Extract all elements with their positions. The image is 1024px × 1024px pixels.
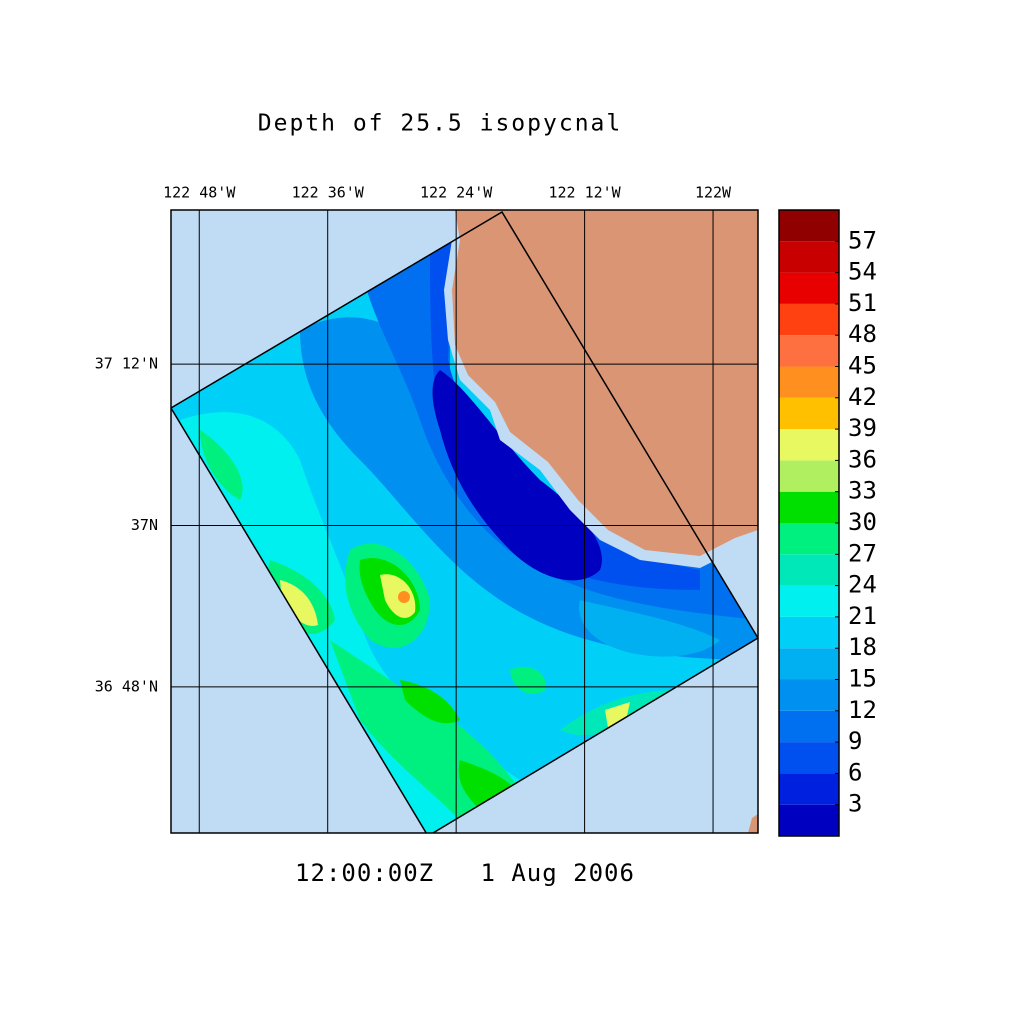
x-tick-label: 122W — [695, 184, 732, 202]
colorbar-band — [779, 585, 839, 617]
colorbar-label: 24 — [848, 571, 877, 599]
colorbar-band — [779, 210, 839, 242]
colorbar-label: 36 — [848, 445, 877, 473]
colorbar-band — [779, 491, 839, 523]
y-tick-label: 37 12'N — [95, 355, 158, 373]
x-tick-label: 122 48'W — [163, 184, 236, 202]
colorbar-label: 15 — [848, 665, 877, 693]
colorbar-label: 48 — [848, 320, 877, 348]
colorbar-label: 3 — [848, 790, 862, 818]
colorbar-label: 9 — [848, 727, 862, 755]
colorbar-label: 6 — [848, 758, 862, 786]
map-frame — [170, 209, 759, 834]
colorbar-band — [779, 742, 839, 774]
colorbar-band — [779, 366, 839, 398]
colorbar-label: 18 — [848, 633, 877, 661]
colorbar-label: 57 — [848, 226, 877, 254]
colorbar-band — [779, 616, 839, 649]
y-tick-label: 37N — [131, 516, 158, 534]
graticule — [171, 210, 758, 833]
colorbar-band — [779, 710, 839, 743]
colorbar-label: 12 — [848, 696, 877, 724]
x-tick-label: 122 24'W — [420, 184, 493, 202]
colorbar-label: 27 — [848, 539, 877, 567]
colorbar-band — [779, 397, 839, 430]
colorbar-band — [779, 241, 839, 273]
colorbar-label: 21 — [848, 602, 877, 630]
colorbar-band — [779, 429, 839, 461]
colorbar-band — [779, 335, 839, 367]
map-title: Depth of 25.5 isopycnal — [258, 111, 623, 137]
colorbar-band — [779, 272, 839, 304]
colorbar-label: 30 — [848, 508, 877, 536]
colorbar-band — [779, 460, 839, 492]
colorbar-label: 33 — [848, 477, 877, 505]
colorbar-band — [779, 303, 839, 336]
x-tick-label: 122 12'W — [548, 184, 621, 202]
land — [748, 814, 758, 833]
colorbar-band — [779, 804, 839, 836]
colorbar-band — [779, 523, 839, 555]
colorbar-label: 45 — [848, 352, 877, 380]
map-field — [171, 210, 758, 833]
colorbar-band — [779, 679, 839, 711]
colorbar-label: 51 — [848, 289, 877, 317]
colorbar-label: 42 — [848, 383, 877, 411]
colorbar-label: 54 — [848, 258, 877, 286]
timestamp: 12:00:00Z 1 Aug 2006 — [295, 859, 635, 887]
colorbar-label: 39 — [848, 414, 877, 442]
domain-outline — [171, 210, 758, 833]
colorbar-band — [779, 648, 839, 680]
colorbar-band — [779, 554, 839, 586]
colorbar-band — [779, 773, 839, 805]
x-tick-label: 122 36'W — [292, 184, 365, 202]
y-tick-label: 36 48'N — [95, 677, 158, 695]
